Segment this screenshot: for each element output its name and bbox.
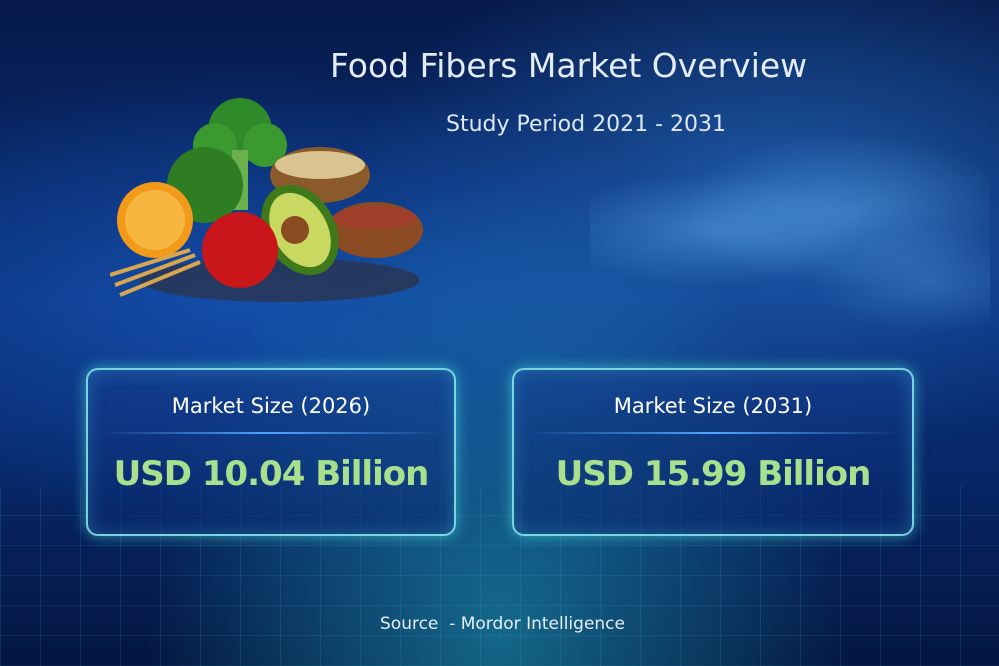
card-label: Market Size (2031) [613, 394, 813, 418]
study-period: Study Period 2021 - 2031 [446, 112, 727, 137]
card-value: USD 15.99 Billion [555, 454, 872, 494]
food-illustration [110, 98, 423, 302]
world-map-image [590, 130, 990, 330]
card-divider [100, 432, 442, 434]
source-credit: Source - Mordor Intelligence [380, 614, 625, 634]
page-title: Food Fibers Market Overview [330, 46, 808, 85]
card-value: USD 10.04 Billion [113, 454, 430, 494]
market-size-card-2031: Market Size (2031) USD 15.99 Billion [512, 368, 914, 536]
card-divider [526, 432, 900, 434]
market-size-card-2026: Market Size (2026) USD 10.04 Billion [86, 368, 456, 536]
card-label: Market Size (2026) [171, 394, 371, 418]
